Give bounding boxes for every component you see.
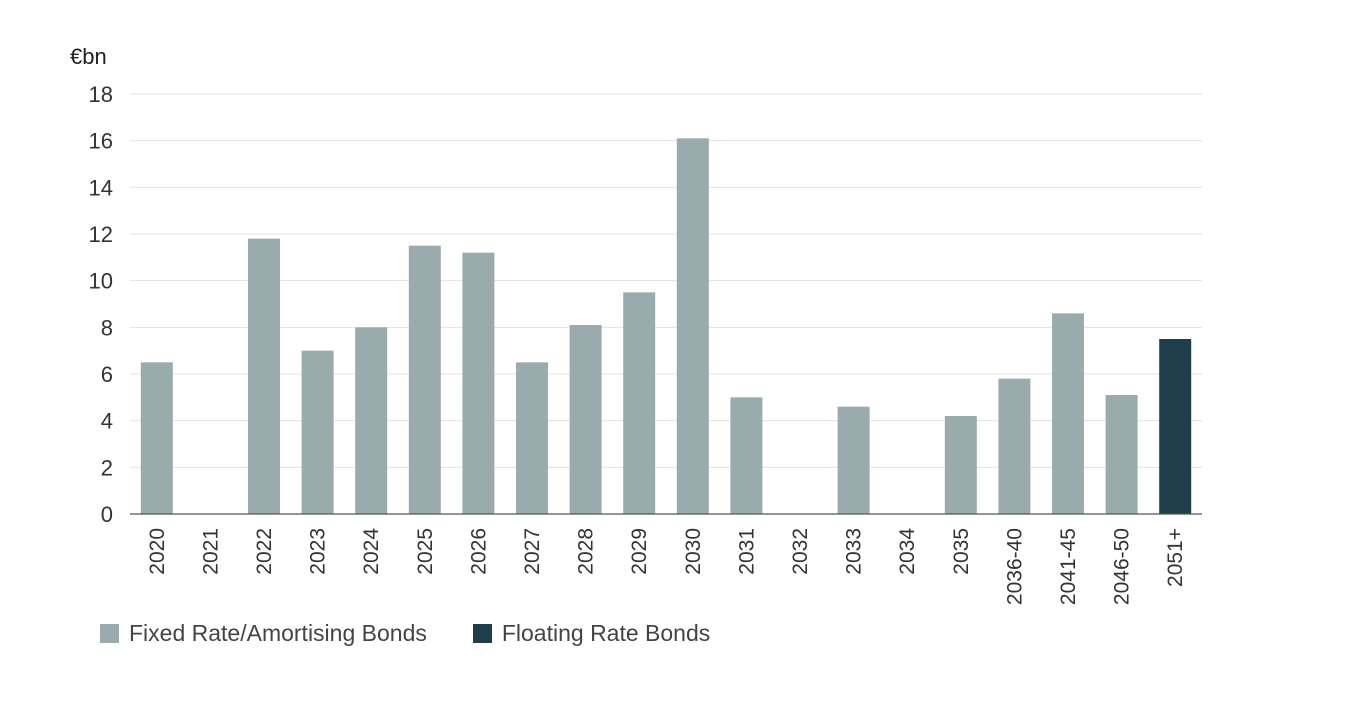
x-tick-label: 2026 <box>467 528 490 575</box>
legend-label-floating-rate: Floating Rate Bonds <box>501 620 711 646</box>
legend-item-fixed-rate: Fixed Rate/Amortising Bonds <box>100 620 427 647</box>
bar <box>623 292 656 514</box>
x-tick-label: 2027 <box>521 528 544 575</box>
bar <box>408 245 441 514</box>
y-tick-label: 6 <box>101 362 113 387</box>
y-tick-label: 2 <box>101 455 113 480</box>
x-tick-label: 2025 <box>414 528 437 575</box>
bar <box>1159 339 1192 514</box>
bar <box>516 362 548 514</box>
bar <box>140 362 173 514</box>
y-axis-ticks: 0 2 4 6 8 10 12 14 16 18 <box>89 82 113 527</box>
x-tick-label: 2036-40 <box>1003 528 1026 605</box>
bars <box>140 138 1192 515</box>
legend-swatch-fixed-rate <box>100 624 119 643</box>
x-tick-label: 2029 <box>628 528 651 575</box>
y-tick-label: 4 <box>101 409 113 434</box>
x-tick-label: 2021 <box>199 528 222 575</box>
bar <box>1105 395 1138 514</box>
legend-label-fixed-rate: Fixed Rate/Amortising Bonds <box>129 620 427 646</box>
x-tick-label: 2033 <box>843 528 866 575</box>
x-axis-labels: 2020 2021 2022 2023 2024 2025 2026 2027 2028 2029… <box>146 528 1187 605</box>
legend-swatch-floating-rate <box>472 624 492 643</box>
x-tick-label: 2024 <box>360 528 383 575</box>
y-tick-label: 8 <box>101 315 113 340</box>
x-tick-label: 2032 <box>789 528 812 575</box>
bar <box>301 350 334 514</box>
bar <box>1052 313 1084 514</box>
x-tick-label: 2046-50 <box>1111 528 1134 605</box>
bar <box>569 325 602 514</box>
legend-item-floating-rate: Floating Rate Bonds <box>472 620 711 647</box>
x-tick-label: 2031 <box>735 528 758 575</box>
bar <box>998 378 1031 514</box>
y-tick-label: 16 <box>89 129 113 154</box>
x-tick-label: 2028 <box>575 528 598 575</box>
bar <box>355 327 388 514</box>
x-tick-label: 2034 <box>896 528 919 575</box>
bar <box>730 397 763 514</box>
bar <box>837 406 870 514</box>
bar <box>462 252 495 514</box>
x-tick-label: 2035 <box>950 528 973 575</box>
bar <box>944 416 977 514</box>
bar <box>676 138 709 515</box>
y-tick-label: 12 <box>89 222 113 247</box>
y-tick-label: 10 <box>89 269 113 294</box>
bar <box>248 238 280 514</box>
x-tick-label: 2020 <box>146 528 169 575</box>
y-tick-label: 18 <box>89 82 113 107</box>
legend: Fixed Rate/Amortising Bonds Floating Rat… <box>100 620 756 647</box>
x-tick-label: 2023 <box>307 528 330 575</box>
x-tick-label: 2051+ <box>1164 528 1187 587</box>
x-tick-label: 2041-45 <box>1057 528 1080 605</box>
y-axis-unit-label: €bn <box>70 44 107 69</box>
x-tick-label: 2030 <box>682 528 705 575</box>
gridlines <box>130 93 1202 468</box>
y-tick-label: 14 <box>89 175 113 200</box>
y-tick-label: 0 <box>101 502 113 527</box>
x-tick-label: 2022 <box>253 528 276 575</box>
